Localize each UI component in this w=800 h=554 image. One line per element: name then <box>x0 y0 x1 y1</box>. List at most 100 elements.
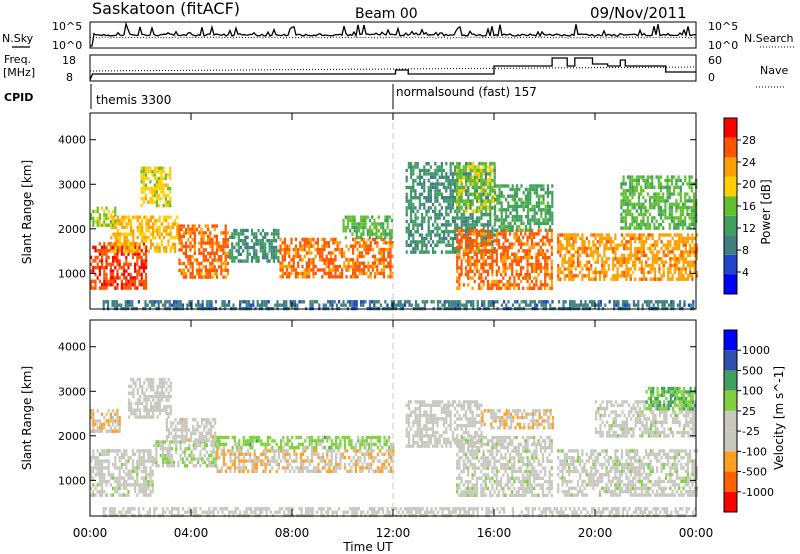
heatmap-cell <box>256 300 259 304</box>
heatmap-cell <box>686 212 689 217</box>
heatmap-cell <box>107 473 110 477</box>
heatmap-cell <box>407 233 410 237</box>
heatmap-cell <box>634 263 637 268</box>
heatmap-cell <box>423 185 426 190</box>
heatmap-cell <box>454 196 457 200</box>
heatmap-cell <box>484 252 487 256</box>
heatmap-cell <box>460 223 463 227</box>
heatmap-cell <box>277 259 280 263</box>
heatmap-cell <box>659 209 663 213</box>
heatmap-cell <box>693 260 696 264</box>
heatmap-cell <box>263 300 266 304</box>
heatmap-cell <box>107 462 110 467</box>
heatmap-cell <box>308 261 311 265</box>
heatmap-cell <box>673 240 676 244</box>
heatmap-cell <box>690 223 693 227</box>
heatmap-cell <box>138 483 141 487</box>
heatmap-cell <box>478 199 481 203</box>
heatmap-cell <box>434 206 437 210</box>
heatmap-cell <box>585 263 588 268</box>
heatmap-cell <box>152 225 155 230</box>
heatmap-cell <box>136 229 139 233</box>
heatmap-cell <box>658 263 661 268</box>
heatmap-cell <box>152 381 155 385</box>
heatmap-cell <box>642 250 646 254</box>
heatmap-cell <box>520 214 523 219</box>
heatmap-cell <box>145 394 148 399</box>
heatmap-cell <box>535 187 538 192</box>
heatmap-cell <box>520 300 523 304</box>
heatmap-cell <box>670 178 674 183</box>
heatmap-cell <box>500 218 503 222</box>
heatmap-cell <box>221 300 224 304</box>
heatmap-cell <box>374 237 377 242</box>
heatmap-cell <box>360 300 363 304</box>
heatmap-cell <box>228 252 232 256</box>
heatmap-cell <box>151 479 154 484</box>
heatmap-cell <box>224 261 227 266</box>
heatmap-cell <box>158 215 161 219</box>
heatmap-cell <box>480 175 483 179</box>
heatmap-cell <box>467 226 470 230</box>
heatmap-cell <box>585 253 588 258</box>
heatmap-cell <box>405 199 408 203</box>
heatmap-cell <box>169 197 172 201</box>
heatmap-cell <box>380 271 383 276</box>
heatmap-cell <box>389 254 392 259</box>
heatmap-cell <box>498 208 501 212</box>
heatmap-cell <box>410 196 413 200</box>
heatmap-cell <box>576 253 580 258</box>
heatmap-cell <box>215 272 218 276</box>
heatmap-cell <box>530 262 534 267</box>
heatmap-cell <box>168 464 171 468</box>
heatmap-cell <box>362 225 365 230</box>
heatmap-cell <box>376 244 379 248</box>
heatmap-cell <box>462 168 465 173</box>
heatmap-cell <box>257 239 260 243</box>
heatmap-cell <box>531 187 534 192</box>
heatmap-cell <box>628 303 631 307</box>
heatmap-cell <box>410 206 413 210</box>
heatmap-cell <box>283 244 286 248</box>
heatmap-cell <box>202 231 205 235</box>
heatmap-cell <box>620 216 623 220</box>
heatmap-cell <box>292 247 295 252</box>
heatmap-cell <box>214 300 217 304</box>
heatmap-cell <box>105 223 108 227</box>
heatmap-cell <box>583 250 586 254</box>
heatmap-cell <box>107 300 110 304</box>
heatmap-cell <box>669 260 672 264</box>
heatmap-cell <box>633 189 636 193</box>
heatmap-cell <box>136 483 139 487</box>
heatmap-cell <box>469 228 472 233</box>
heatmap-cell <box>576 250 580 254</box>
heatmap-cell <box>500 232 503 236</box>
heatmap-cell <box>511 245 514 250</box>
heatmap-cell <box>329 300 332 304</box>
heatmap-cell <box>642 202 645 206</box>
heatmap-cell <box>175 300 178 304</box>
heatmap-cell <box>407 223 410 227</box>
heatmap-cell <box>222 261 225 266</box>
heatmap-cell <box>286 247 289 252</box>
heatmap-cell <box>374 254 377 259</box>
heatmap-cell <box>651 219 654 223</box>
heatmap-cell <box>464 249 468 253</box>
heatmap-cell <box>159 443 162 448</box>
heatmap-cell <box>140 266 143 270</box>
heatmap-cell <box>620 263 624 268</box>
heatmap-cell <box>440 236 443 241</box>
heatmap-cell <box>170 303 173 307</box>
heatmap-cell <box>659 300 662 304</box>
heatmap-cell <box>527 208 530 212</box>
heatmap-cell <box>312 237 315 242</box>
heatmap-cell <box>535 191 538 195</box>
heatmap-cell <box>460 239 463 243</box>
heatmap-cell <box>125 255 128 260</box>
heatmap-cell <box>513 218 516 222</box>
heatmap-cell <box>429 192 432 196</box>
heatmap-cell <box>118 483 121 487</box>
heatmap-cell <box>480 162 483 166</box>
heatmap-cell <box>120 286 123 290</box>
heatmap-cell <box>330 237 333 242</box>
